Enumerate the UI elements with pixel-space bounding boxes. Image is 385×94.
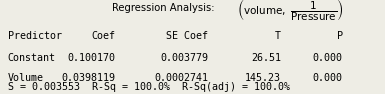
Text: 145.23: 145.23: [245, 73, 281, 83]
Text: 0.100170: 0.100170: [67, 53, 116, 63]
Text: T: T: [275, 31, 281, 41]
Text: Volume: Volume: [8, 73, 44, 83]
Text: Constant: Constant: [8, 53, 56, 63]
Text: 0.0398119: 0.0398119: [62, 73, 116, 83]
Text: $\left(\mathrm{volume},\ \dfrac{1}{\mathrm{Pressure}}\right)$: $\left(\mathrm{volume},\ \dfrac{1}{\math…: [237, 0, 343, 23]
Text: P: P: [336, 31, 343, 41]
Text: S = 0.003553  R-Sq = 100.0%  R-Sq(adj) = 100.0%: S = 0.003553 R-Sq = 100.0% R-Sq(adj) = 1…: [8, 82, 290, 92]
Text: Predictor: Predictor: [8, 31, 62, 41]
Text: 0.003779: 0.003779: [160, 53, 208, 63]
Text: 0.000: 0.000: [313, 53, 343, 63]
Text: Coef: Coef: [92, 31, 116, 41]
Text: 0.000: 0.000: [313, 73, 343, 83]
Text: Regression Analysis:: Regression Analysis:: [112, 3, 220, 13]
Text: 26.51: 26.51: [251, 53, 281, 63]
Text: 0.0002741: 0.0002741: [154, 73, 208, 83]
Text: SE Coef: SE Coef: [166, 31, 208, 41]
